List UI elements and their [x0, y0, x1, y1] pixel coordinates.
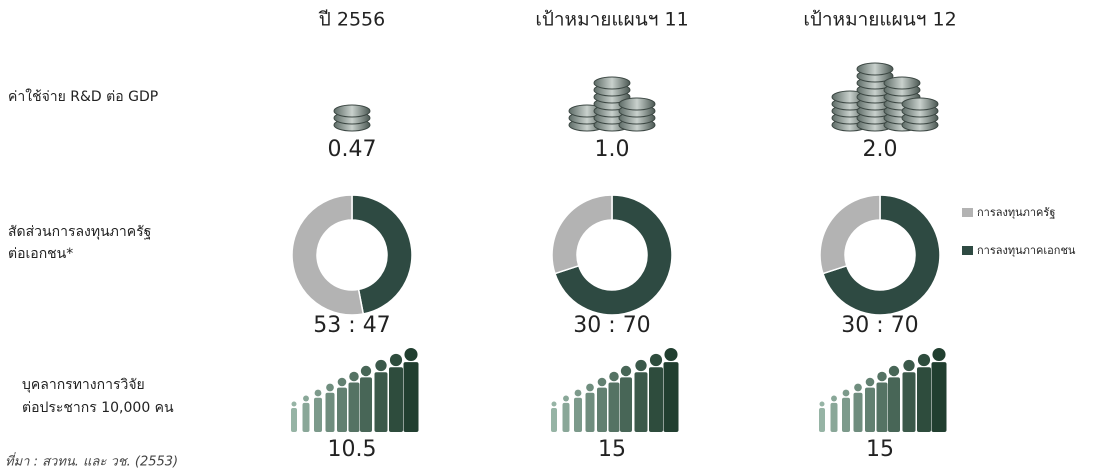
person-body [303, 403, 310, 432]
person-head [650, 354, 662, 366]
person-body [563, 403, 570, 432]
donut-private [352, 195, 412, 314]
person-body [917, 367, 931, 432]
person-head [404, 348, 417, 361]
person-body [349, 383, 360, 433]
person-body [635, 372, 648, 432]
person-body [819, 408, 825, 432]
person-head [563, 396, 569, 402]
person-head [552, 402, 557, 407]
person-body [586, 393, 595, 432]
coin [619, 98, 655, 110]
person-head [903, 360, 914, 371]
legend-label: การลงทุนภาคเอกชน [977, 244, 1076, 257]
rd-value: 0.47 [328, 137, 377, 162]
person-head [889, 366, 899, 376]
person-body [291, 408, 297, 432]
person-head [609, 372, 619, 382]
person-head [877, 372, 887, 382]
person-body [877, 383, 888, 433]
person-head [326, 384, 334, 392]
person-body [854, 393, 863, 432]
person-body [888, 377, 900, 432]
legend-swatch [962, 208, 973, 217]
person-head [820, 402, 825, 407]
person-body [865, 388, 875, 432]
ratio-label: 53 : 47 [313, 313, 390, 338]
donut-public [820, 195, 880, 274]
person-head [843, 390, 850, 397]
person-head [303, 396, 309, 402]
person-body [649, 367, 663, 432]
person-body [620, 377, 632, 432]
person-head [635, 360, 646, 371]
person-head [621, 366, 631, 376]
row-label: ต่อเอกชน* [8, 246, 73, 262]
coin [902, 98, 938, 110]
person-head [866, 378, 875, 387]
person-head [575, 390, 582, 397]
person-body [831, 403, 838, 432]
person-head [349, 372, 359, 382]
coin [857, 63, 893, 75]
person-head [918, 354, 930, 366]
person-head [932, 348, 945, 361]
coin [594, 77, 630, 89]
person-head [664, 348, 677, 361]
rd-value: 1.0 [595, 137, 630, 162]
person-body [574, 398, 582, 432]
person-head [854, 384, 862, 392]
person-head [390, 354, 402, 366]
person-body [609, 383, 620, 433]
researcher-value: 15 [866, 437, 894, 462]
row-label: ต่อประชากร 10,000 คน [22, 400, 174, 416]
donut-public [292, 195, 363, 315]
legend-label: การลงทุนภาครัฐ [977, 206, 1055, 219]
researcher-value: 15 [598, 437, 626, 462]
row-label: สัดส่วนการลงทุนภาครัฐ [8, 224, 151, 240]
person-body [389, 367, 403, 432]
column-header: เป้าหมายแผนฯ 12 [803, 9, 956, 31]
infographic: ค่าใช้จ่าย R&D ต่อ GDP สัดส่วนการลงทุนภา… [0, 0, 1115, 473]
source: ที่มา : สวทน. และ วช. (2553) [5, 452, 178, 470]
person-head [361, 366, 371, 376]
researcher-value: 10.5 [328, 437, 377, 462]
person-head [598, 378, 607, 387]
row-label: ค่าใช้จ่าย R&D ต่อ GDP [8, 88, 158, 105]
rd-value: 2.0 [863, 137, 898, 162]
person-body [597, 388, 607, 432]
ratio-label: 30 : 70 [573, 313, 650, 338]
person-body [326, 393, 335, 432]
person-head [586, 384, 594, 392]
coin [334, 105, 370, 117]
person-body [842, 398, 850, 432]
person-body [903, 372, 916, 432]
person-body [375, 372, 388, 432]
person-body [404, 362, 419, 432]
column-header: ปี 2556 [318, 9, 385, 31]
person-head [375, 360, 386, 371]
person-head [831, 396, 837, 402]
person-body [314, 398, 322, 432]
person-body [664, 362, 679, 432]
person-body [337, 388, 347, 432]
person-body [932, 362, 947, 432]
legend-swatch [962, 246, 973, 255]
column-header: เป้าหมายแผนฯ 11 [535, 9, 688, 31]
person-head [315, 390, 322, 397]
coin [884, 77, 920, 89]
person-body [551, 408, 557, 432]
person-body [360, 377, 372, 432]
person-head [292, 402, 297, 407]
ratio-label: 30 : 70 [841, 313, 918, 338]
donut-public [552, 195, 612, 274]
row-label: บุคลากรทางการวิจัย [22, 377, 145, 393]
person-head [338, 378, 347, 387]
